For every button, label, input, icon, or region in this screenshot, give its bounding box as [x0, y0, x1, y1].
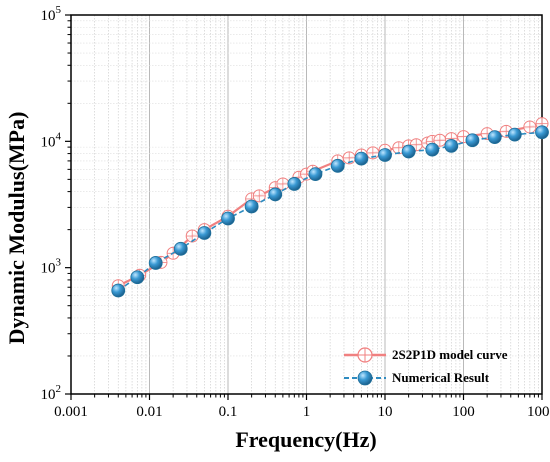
x-axis-title: Frequency(Hz): [235, 427, 376, 452]
numerical-result-point: [425, 142, 440, 157]
numerical-result-point: [465, 133, 480, 148]
numerical-result-point: [221, 211, 235, 226]
y-tick-label: 104: [41, 130, 62, 150]
numerical-result-point: [287, 177, 302, 191]
numerical-result-point: [378, 148, 392, 162]
numerical-result-point: [535, 125, 549, 140]
numerical-result-point: [111, 283, 126, 298]
numerical-result-point: [507, 127, 522, 142]
numerical-result-point: [148, 256, 163, 270]
numerical-result-point: [330, 158, 345, 173]
x-tick-label: 100: [452, 404, 475, 420]
y-tick-label: 103: [41, 257, 62, 277]
numerical-result-point: [130, 270, 145, 285]
legend-model-label: 2S2P1D model curve: [392, 347, 508, 362]
numerical-result-point: [444, 139, 459, 153]
y-tick-label: 105: [41, 4, 62, 24]
legend: 2S2P1D model curve Numerical Result: [344, 347, 508, 386]
model-curve-point: [252, 189, 266, 203]
x-tick-label: 1000: [527, 404, 550, 420]
model-curve-point: [276, 177, 290, 191]
numerical-result-point: [244, 199, 259, 214]
numerical-result-point: [308, 167, 323, 182]
axis-ticks: 0.001 0.01 0.1 1 10 100 1000 102 103 104 105: [41, 4, 550, 420]
model-curve-point: [523, 120, 537, 134]
numerical-result-point: [401, 144, 416, 159]
x-tick-label: 0.01: [136, 404, 162, 420]
y-axis-title: Dynamic Modulus(MPa): [4, 112, 29, 345]
numerical-result-point: [487, 130, 502, 145]
x-tick-label: 10: [378, 404, 393, 420]
x-tick-label: 0.001: [54, 404, 88, 420]
data-series: [111, 117, 549, 298]
legend-item-model: 2S2P1D model curve: [344, 347, 508, 363]
legend-numerical-label: Numerical Result: [392, 370, 490, 385]
x-tick-label: 1: [303, 404, 311, 420]
legend-numerical-marker: [357, 370, 373, 386]
grid: [71, 15, 542, 394]
numerical-result-point: [354, 151, 369, 166]
numerical-result-point: [268, 187, 283, 202]
y-tick-label: 102: [41, 383, 62, 403]
numerical-result-point: [173, 241, 188, 256]
legend-item-numerical: Numerical Result: [344, 370, 490, 386]
x-tick-label: 0.1: [219, 404, 238, 420]
numerical-result-point: [197, 226, 212, 240]
